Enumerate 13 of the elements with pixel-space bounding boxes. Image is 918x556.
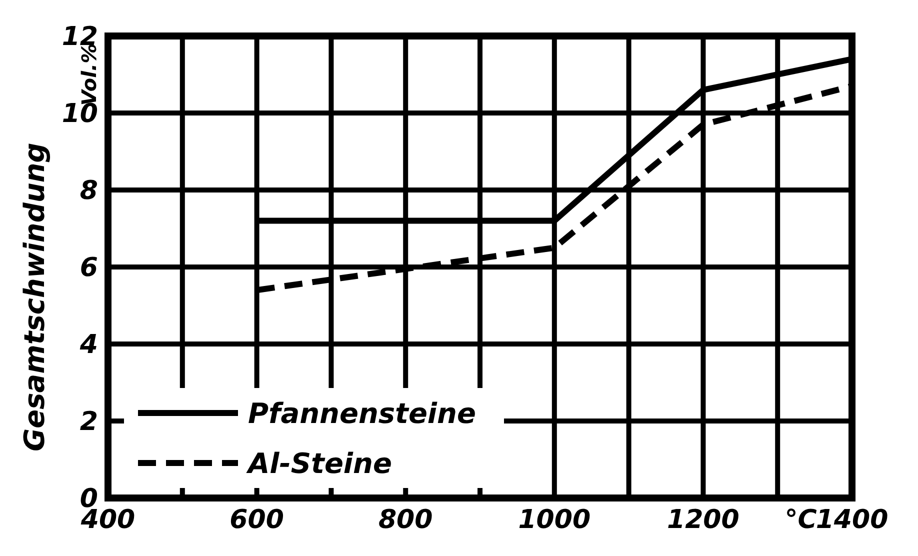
x-axis-title: °C — [784, 505, 817, 535]
x-tick-label: 1200 — [667, 505, 740, 535]
x-tick-label: 800 — [378, 505, 433, 535]
y-tick-label: 4 — [78, 330, 98, 360]
x-tick-label: 600 — [230, 505, 284, 535]
y-axis-title: Gesamtschwindung — [18, 142, 51, 452]
legend-label: Al-Steine — [246, 447, 392, 480]
y-tick-label: 8 — [80, 176, 98, 206]
x-tick-label: 1400 — [816, 505, 888, 535]
legend-label: Pfannensteine — [248, 397, 476, 430]
y-tick-label: 2 — [80, 407, 98, 437]
x-tick-label: 1000 — [518, 505, 591, 535]
y-tick-label: 6 — [80, 253, 98, 283]
